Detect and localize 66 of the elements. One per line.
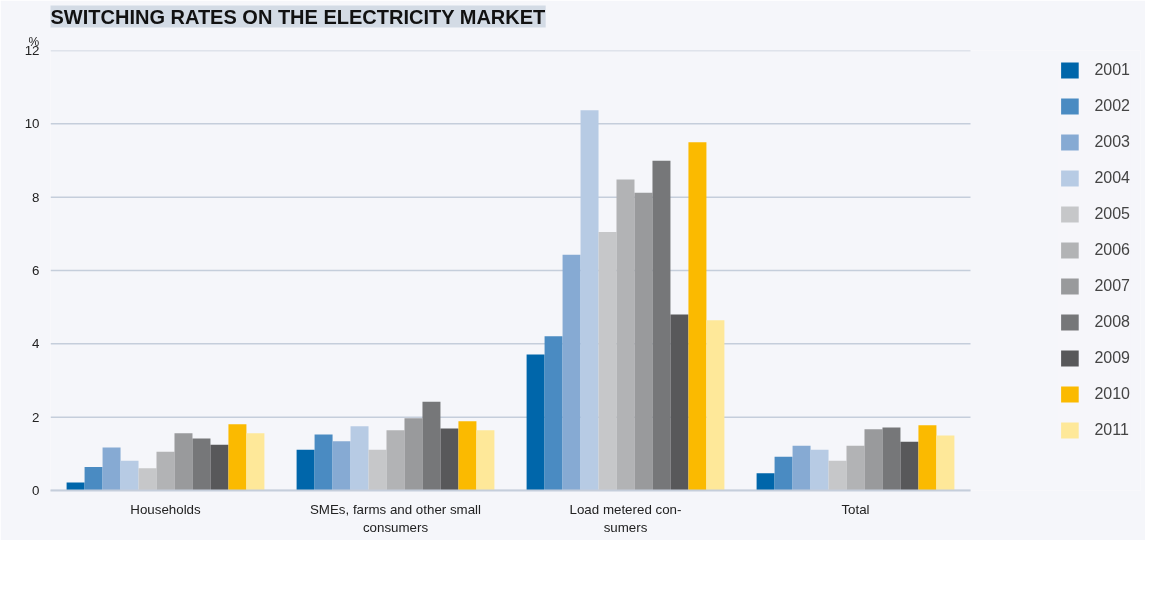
y-tick-label: 2 [32,409,40,425]
bar [936,435,955,491]
bar [84,467,103,491]
x-tick-label: Total [841,501,870,517]
legend-label: 2007 [1094,277,1130,295]
bar [476,430,495,491]
bar [864,429,883,491]
bar [688,142,707,491]
legend-label: 2004 [1094,169,1130,187]
bar [458,421,477,491]
bar [828,460,847,491]
bar [246,433,265,491]
bar [598,232,617,491]
bar [386,430,405,491]
bar [882,427,901,491]
legend-label: 2001 [1094,61,1130,79]
y-tick-label: 6 [32,263,40,278]
bar [846,445,865,491]
bar [900,441,919,491]
y-tick-label: 0 [32,483,40,498]
x-tick-label: Households [130,501,202,517]
legend-label: 2008 [1094,313,1130,331]
chart-title: SWITCHING RATES ON THE ELECTRICITY MARKET [50,5,546,28]
legend-label: 2009 [1094,349,1130,367]
bar [670,314,689,491]
x-tick-label: Load metered con- sumers [569,501,682,535]
y-tick-label: 4 [32,336,41,352]
bar [102,447,121,491]
bar [652,160,671,491]
bar [422,401,441,491]
bar [544,336,563,491]
y-tick-label: 8 [32,189,40,205]
bar [332,441,351,491]
bar [526,354,545,491]
bar [350,426,369,491]
bar [918,425,937,491]
legend-label: 2010 [1094,385,1130,403]
legend-label: 2006 [1094,241,1130,259]
bar [756,473,775,491]
bar [580,110,599,491]
legend-label: 2011 [1094,421,1129,439]
bar [440,428,459,491]
bar [296,449,315,491]
x-tick-label: SMEs, farms and other small consumers [309,501,482,535]
bar [706,320,725,491]
bar [228,424,247,491]
bar [156,451,175,491]
bar [616,179,635,491]
bar [210,444,229,491]
bar [192,438,211,491]
bar [138,468,157,491]
legend-label: 2005 [1094,205,1130,223]
bar [774,456,793,491]
bar [368,449,387,491]
bar [810,449,829,491]
bar [314,434,333,491]
bar [792,445,811,491]
bar [66,482,85,491]
bar [562,254,581,491]
legend-label: 2002 [1094,97,1130,115]
bar [174,433,193,491]
y-tick-label: 10 [24,116,40,132]
bar [120,460,139,491]
legend-label: 2003 [1094,133,1130,151]
bar [634,192,653,491]
bar [404,418,423,491]
